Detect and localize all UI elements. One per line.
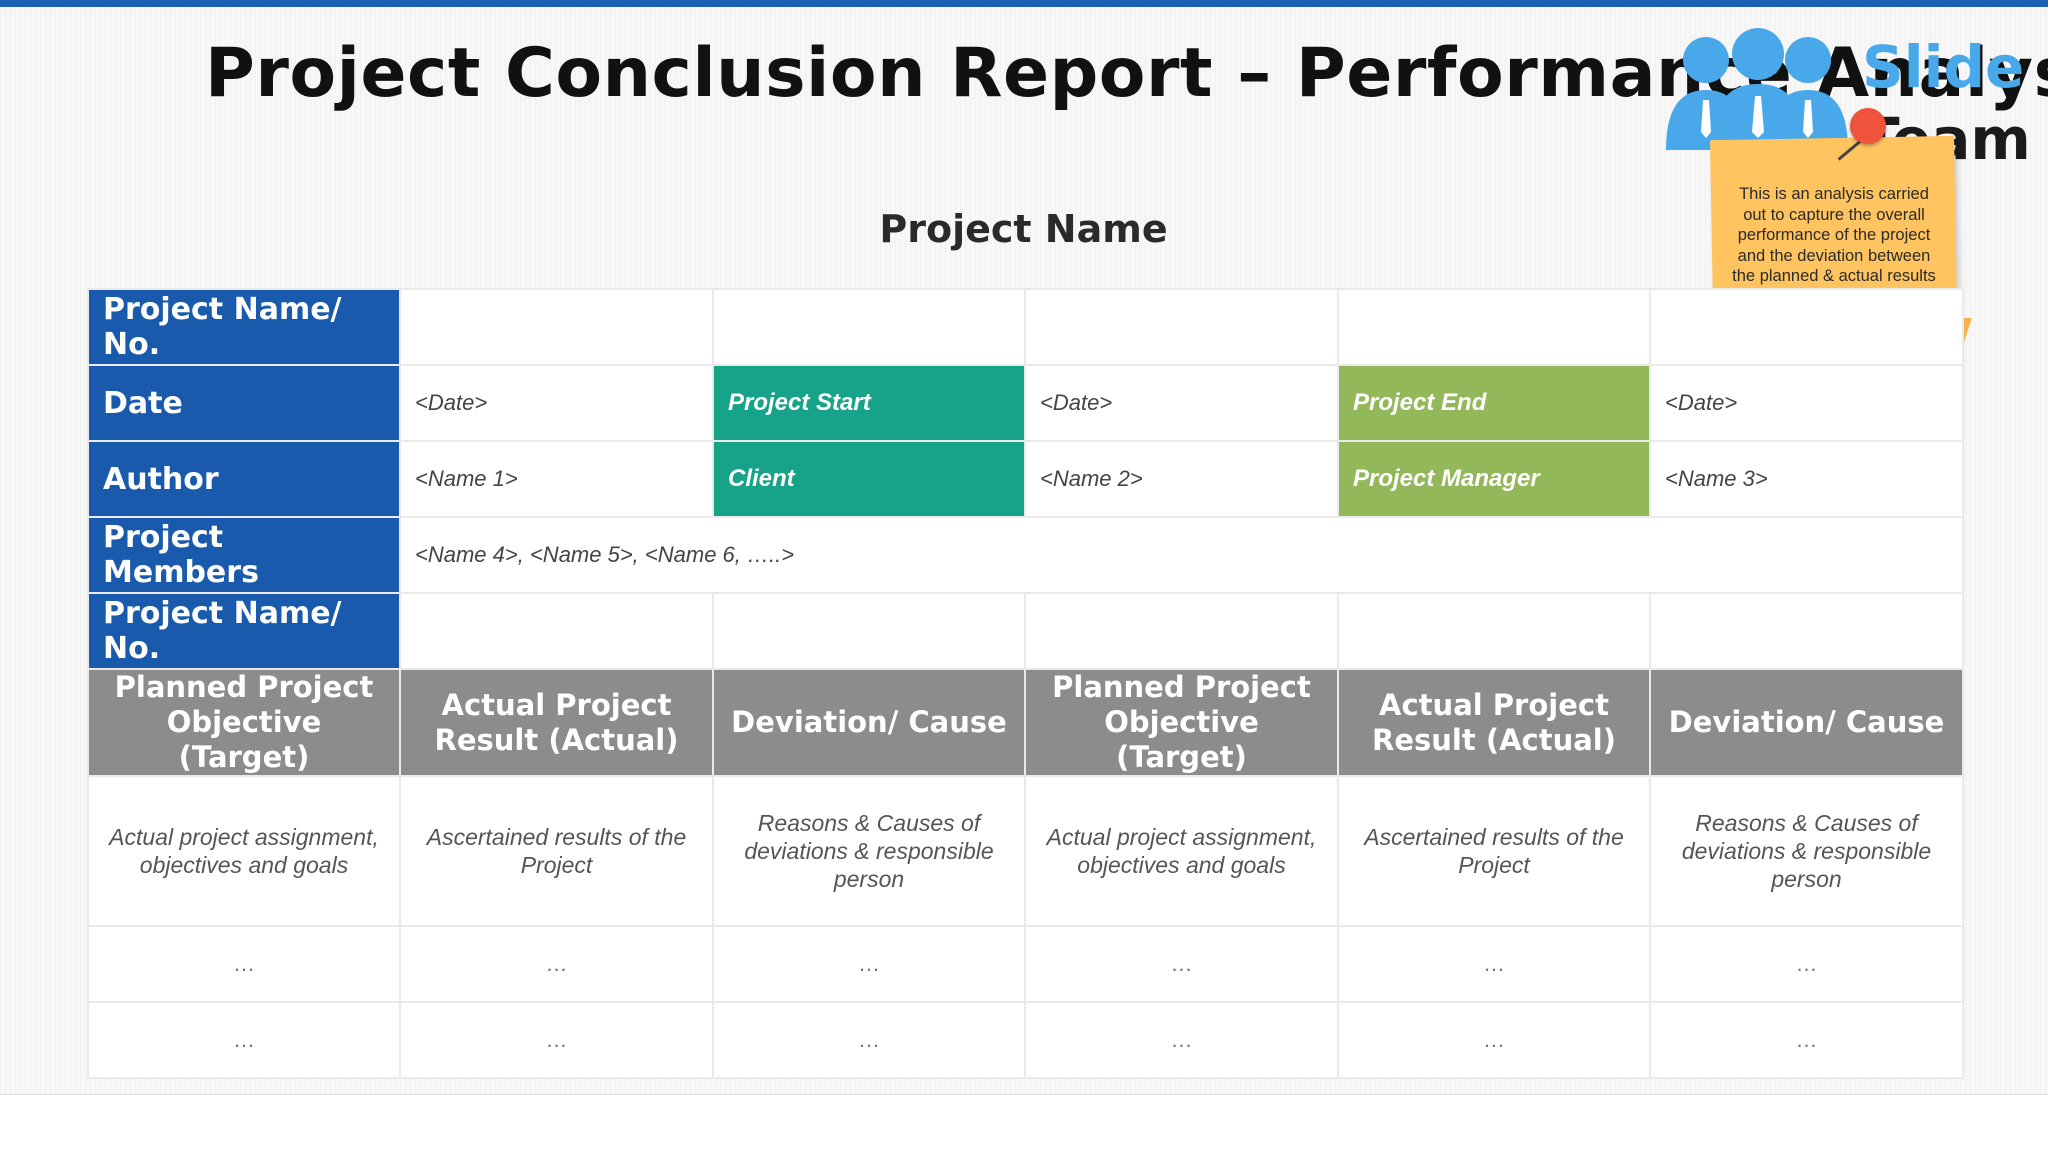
info-row-project-name: Project Name/ No.: [87, 288, 1964, 366]
description-cell[interactable]: Ascertained results of the Project: [399, 775, 714, 927]
project-manager-value[interactable]: <Name 3>: [1649, 440, 1964, 518]
table-row: … … … … … …: [87, 925, 1964, 1003]
description-cell[interactable]: Actual project assignment, objectives an…: [1024, 775, 1339, 927]
pin-icon: [1850, 108, 1886, 144]
ellipsis-cell[interactable]: …: [1337, 925, 1651, 1003]
client-value[interactable]: <Name 2>: [1024, 440, 1339, 518]
cell-empty[interactable]: [1024, 288, 1339, 366]
column-header: Deviation/ Cause: [712, 668, 1026, 777]
cell-empty[interactable]: [712, 288, 1026, 366]
cell-empty[interactable]: [1337, 592, 1651, 670]
ellipsis-cell[interactable]: …: [1024, 1001, 1339, 1079]
label-project-members: Project Members: [87, 516, 401, 594]
logo-word-slide: Slide: [1862, 33, 2025, 101]
column-header: Actual Project Result (Actual): [1337, 668, 1651, 777]
ellipsis-cell[interactable]: …: [87, 1001, 401, 1079]
label-date: Date: [87, 364, 401, 442]
report-table: Project Name/ No. Date <Date> Project St…: [87, 288, 1964, 1079]
sticky-note-text: This is an analysis carried out to captu…: [1732, 185, 1936, 285]
ellipsis-cell[interactable]: …: [399, 925, 714, 1003]
info-row-author: Author <Name 1> Client <Name 2> Project …: [87, 440, 1964, 518]
author-value[interactable]: <Name 1>: [399, 440, 714, 518]
label-project-name: Project Name/ No.: [87, 288, 401, 366]
info-row-members: Project Members <Name 4>, <Name 5>, <Nam…: [87, 516, 1964, 594]
ellipsis-cell[interactable]: …: [712, 1001, 1026, 1079]
label-project-manager: Project Manager: [1337, 440, 1651, 518]
project-start-value[interactable]: <Date>: [1024, 364, 1339, 442]
column-header-row: Planned Project Objective (Target) Actua…: [87, 668, 1964, 777]
slide: Project Conclusion Report – Performance …: [0, 0, 2048, 1095]
label-project-name-2: Project Name/ No.: [87, 592, 401, 670]
ellipsis-cell[interactable]: …: [1337, 1001, 1651, 1079]
ellipsis-cell[interactable]: …: [1649, 1001, 1964, 1079]
label-client: Client: [712, 440, 1026, 518]
ellipsis-cell[interactable]: …: [712, 925, 1026, 1003]
column-header: Planned Project Objective (Target): [87, 668, 401, 777]
project-name-heading: Project Name: [879, 207, 1168, 251]
ellipsis-cell[interactable]: …: [399, 1001, 714, 1079]
description-cell[interactable]: Ascertained results of the Project: [1337, 775, 1651, 927]
label-project-start: Project Start: [712, 364, 1026, 442]
cell-empty[interactable]: [399, 288, 714, 366]
info-row-date: Date <Date> Project Start <Date> Project…: [87, 364, 1964, 442]
cell-empty[interactable]: [712, 592, 1026, 670]
cell-empty[interactable]: [1649, 592, 1964, 670]
ellipsis-cell[interactable]: …: [1649, 925, 1964, 1003]
description-cell[interactable]: Reasons & Causes of deviations & respons…: [1649, 775, 1964, 927]
cell-empty[interactable]: [399, 592, 714, 670]
description-cell[interactable]: Reasons & Causes of deviations & respons…: [712, 775, 1026, 927]
people-icon: [1666, 28, 1848, 150]
description-row: Actual project assignment, objectives an…: [87, 775, 1964, 927]
project-members-value[interactable]: <Name 4>, <Name 5>, <Name 6, …..>: [399, 516, 1964, 594]
column-header: Actual Project Result (Actual): [399, 668, 714, 777]
cell-empty[interactable]: [1649, 288, 1964, 366]
ellipsis-cell[interactable]: …: [1024, 925, 1339, 1003]
cell-empty[interactable]: [1024, 592, 1339, 670]
ellipsis-cell[interactable]: …: [87, 925, 401, 1003]
info-row-project-name-2: Project Name/ No.: [87, 592, 1964, 670]
description-cell[interactable]: Actual project assignment, objectives an…: [87, 775, 401, 927]
label-project-end: Project End: [1337, 364, 1651, 442]
label-author: Author: [87, 440, 401, 518]
date-value[interactable]: <Date>: [399, 364, 714, 442]
table-row: … … … … … …: [87, 1001, 1964, 1079]
cell-empty[interactable]: [1337, 288, 1651, 366]
column-header: Planned Project Objective (Target): [1024, 668, 1339, 777]
column-header: Deviation/ Cause: [1649, 668, 1964, 777]
top-accent-bar: [0, 0, 2048, 7]
project-end-value[interactable]: <Date>: [1649, 364, 1964, 442]
